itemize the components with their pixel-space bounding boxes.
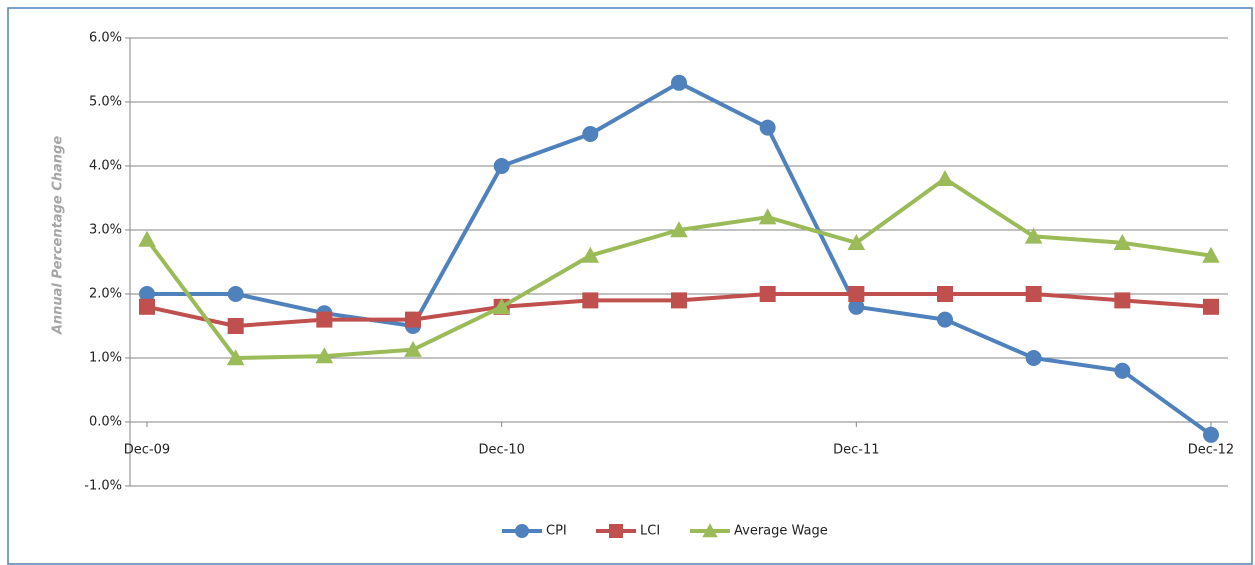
- x-tick-label: Dec-11: [833, 443, 879, 458]
- y-tick-label: 2.0%: [89, 287, 122, 302]
- marker: [937, 286, 953, 302]
- marker: [702, 523, 718, 538]
- x-tick-label: Dec-12: [1188, 443, 1234, 458]
- marker: [316, 311, 333, 328]
- marker: [1024, 227, 1043, 244]
- marker: [581, 246, 600, 263]
- marker: [936, 170, 954, 186]
- y-tick-label: 6.0%: [89, 31, 122, 46]
- legend-label: CPI: [546, 524, 567, 539]
- marker: [1114, 362, 1131, 379]
- chart-frame: [7, 7, 1253, 565]
- marker: [848, 286, 865, 302]
- x-tick-label: Dec-10: [478, 443, 524, 458]
- marker: [404, 340, 422, 357]
- marker: [139, 298, 155, 315]
- marker: [582, 292, 599, 309]
- marker: [759, 286, 776, 302]
- marker: [671, 74, 687, 91]
- y-tick-label: 5.0%: [89, 95, 122, 110]
- marker: [138, 230, 156, 247]
- marker: [515, 524, 529, 538]
- legend-label: LCI: [640, 524, 660, 539]
- legend-label: Average Wage: [734, 524, 828, 539]
- marker: [847, 234, 866, 250]
- marker: [937, 311, 953, 328]
- marker: [492, 298, 511, 314]
- y-tick-label: 4.0%: [89, 159, 122, 174]
- marker: [758, 208, 777, 225]
- marker: [1114, 292, 1131, 309]
- marker: [670, 221, 688, 238]
- y-tick-label: 1.0%: [89, 351, 122, 366]
- marker: [227, 318, 244, 334]
- y-tick-label: -1.0%: [84, 479, 122, 494]
- marker: [1025, 286, 1042, 302]
- x-tick-label: Dec-09: [124, 443, 170, 458]
- marker: [1202, 246, 1220, 263]
- y-tick-label: 3.0%: [89, 223, 122, 238]
- marker: [1203, 426, 1219, 443]
- marker: [1113, 234, 1132, 250]
- marker: [582, 126, 599, 142]
- marker: [315, 347, 334, 364]
- marker: [405, 311, 421, 328]
- marker: [493, 158, 510, 174]
- y-tick-label: 0.0%: [89, 415, 122, 430]
- marker: [139, 286, 155, 302]
- marker: [1025, 350, 1042, 366]
- marker: [609, 524, 623, 538]
- marker: [848, 298, 865, 315]
- marker: [227, 286, 244, 302]
- y-axis-title: Annual Percentage Change: [51, 136, 66, 336]
- marker: [1203, 298, 1219, 315]
- marker: [671, 292, 687, 309]
- marker: [226, 349, 245, 366]
- marker: [759, 119, 776, 136]
